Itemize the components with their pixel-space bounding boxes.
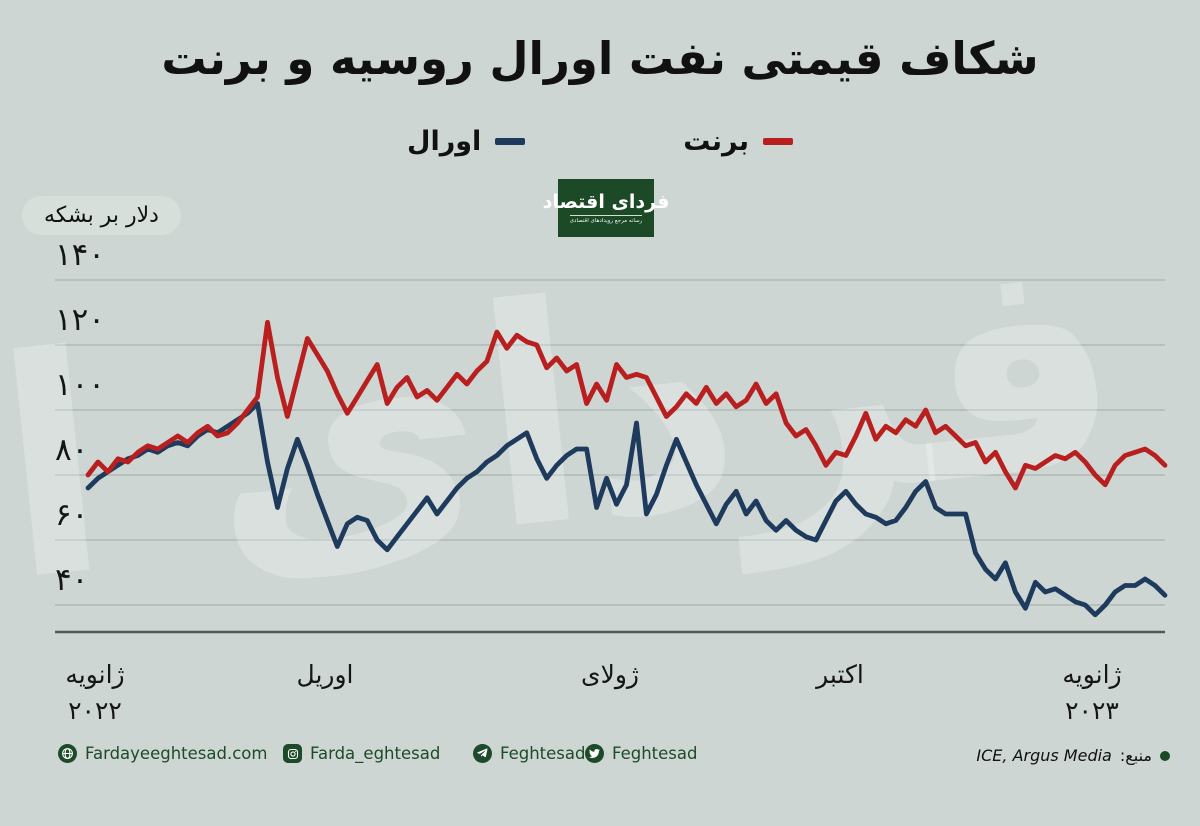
legend-item-brent: برنت [683, 126, 793, 157]
footer-twitter[interactable]: Feghtesad [585, 744, 697, 763]
brand-logo-name: فردای اقتصاد [542, 191, 670, 214]
y-axis-tick-label: ۱۴۰ [55, 237, 105, 273]
brand-logo: فردای اقتصاد رسانه مرجع رویدادهای اقتصاد… [543, 179, 669, 237]
legend-swatch-brent [762, 138, 793, 145]
brand-logo-tagline: رسانه مرجع رویدادهای اقتصادی [569, 214, 643, 224]
x-axis-tick-label: ژولای [581, 660, 639, 689]
footer-telegram-text: Feghtesad [500, 744, 586, 763]
y-axis-tick-label: ۶۰ [55, 497, 89, 533]
legend-swatch-urals [495, 138, 526, 145]
chart-grid [55, 279, 1165, 634]
y-axis-tick-label: ۱۰۰ [55, 367, 105, 403]
y-axis-tick-label: ۱۲۰ [55, 302, 105, 338]
legend-label-brent: برنت [683, 126, 749, 157]
urals-line [85, 401, 1168, 618]
y-axis-tick-label: ۴۰ [55, 562, 89, 598]
page-title: شکاف قیمتی نفت اورال روسیه و برنت [161, 32, 1039, 85]
legend-label-urals: اورال [407, 126, 482, 157]
source-label: منبع: [1119, 746, 1152, 765]
chart-legend: اورال برنت [0, 126, 1200, 157]
infographic: { "title": "شکاف قیمتی نفت اورال روسیه و… [0, 32, 1200, 765]
x-axis-tick-label: اوریل [296, 660, 354, 689]
x-axis-tick-label: ژانویه ۲۰۲۲ [65, 660, 125, 725]
twitter-icon [585, 744, 604, 763]
price-chart [85, 319, 1168, 618]
footer-instagram[interactable]: Farda_eghtesad [283, 744, 440, 763]
source-value: ICE, Argus Media [976, 746, 1112, 765]
brent-line [85, 319, 1168, 491]
globe-icon [58, 744, 77, 763]
footer-telegram[interactable]: Feghtesad [473, 744, 585, 763]
y-axis-tick-label: ۸۰ [55, 432, 89, 468]
footer-twitter-text: Feghtesad [612, 744, 698, 763]
telegram-icon [473, 744, 492, 763]
footer-website[interactable]: Fardayeeghtesad.com [58, 744, 267, 763]
instagram-icon [283, 744, 302, 763]
y-axis-unit-badge: دلار بر بشکه [22, 196, 181, 235]
footer-instagram-text: Farda_eghtesad [310, 744, 441, 763]
footer-website-text: Fardayeeghtesad.com [85, 744, 268, 763]
x-axis-tick-label: اکتبر [816, 660, 864, 689]
legend-item-urals: اورال [407, 126, 526, 157]
x-axis-tick-label: ژانویه ۲۰۲۳ [1062, 660, 1122, 725]
source-attribution: منبع: ICE, Argus Media [976, 746, 1170, 765]
source-bullet-icon [1160, 750, 1170, 761]
